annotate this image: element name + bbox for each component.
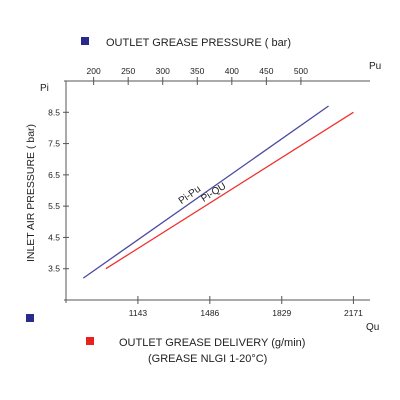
top-tick-label: 500 [294, 66, 308, 76]
y-axis-ticks: 3.5 4.5 5.5 6.5 7.5 8.5 [48, 107, 69, 274]
bottom-tick-label: 2171 [344, 308, 363, 318]
left-legend-square [26, 314, 34, 322]
bottom-tick-label: 1829 [272, 308, 291, 318]
top-tick-label: 200 [87, 66, 101, 76]
y-axis-title: INLET AIR PRESSURE ( bar) [25, 124, 37, 262]
bottom-tick-label: 1486 [200, 308, 219, 318]
bottom-axis-title-line2: (GREASE NLGI 1-20°C) [148, 353, 267, 365]
bottom-legend-square [86, 337, 94, 345]
y-tick-label: 6.5 [48, 170, 60, 180]
bottom-axis-title-line1: OUTLET GREASE DELIVERY (g/min) [119, 337, 305, 349]
top-tick-label: 400 [225, 66, 239, 76]
y-tick-label: 4.5 [48, 232, 60, 242]
top-tick-label: 350 [190, 66, 204, 76]
y-axis-symbol: Pi [40, 83, 49, 94]
top-axis-ticks: 200 250 300 350 400 450 500 [87, 66, 308, 85]
series-line-pi-qu [105, 111, 354, 270]
y-tick-label: 3.5 [48, 264, 60, 274]
top-legend-square [81, 37, 89, 45]
bottom-axis-ticks: 1143 1486 1829 2171 [129, 296, 363, 318]
top-axis-title: OUTLET GREASE PRESSURE ( bar) [106, 37, 291, 49]
bottom-tick-label: 1143 [129, 308, 148, 318]
series-line-pi-pu [82, 105, 329, 279]
top-tick-label: 250 [121, 66, 135, 76]
y-tick-label: 8.5 [48, 107, 60, 117]
y-tick-label: 5.5 [48, 201, 60, 211]
top-tick-label: 300 [156, 66, 170, 76]
y-tick-label: 7.5 [48, 139, 60, 149]
top-tick-label: 450 [259, 66, 273, 76]
bottom-axis-symbol: Qu [366, 322, 379, 333]
top-axis-symbol: Pu [369, 61, 381, 72]
